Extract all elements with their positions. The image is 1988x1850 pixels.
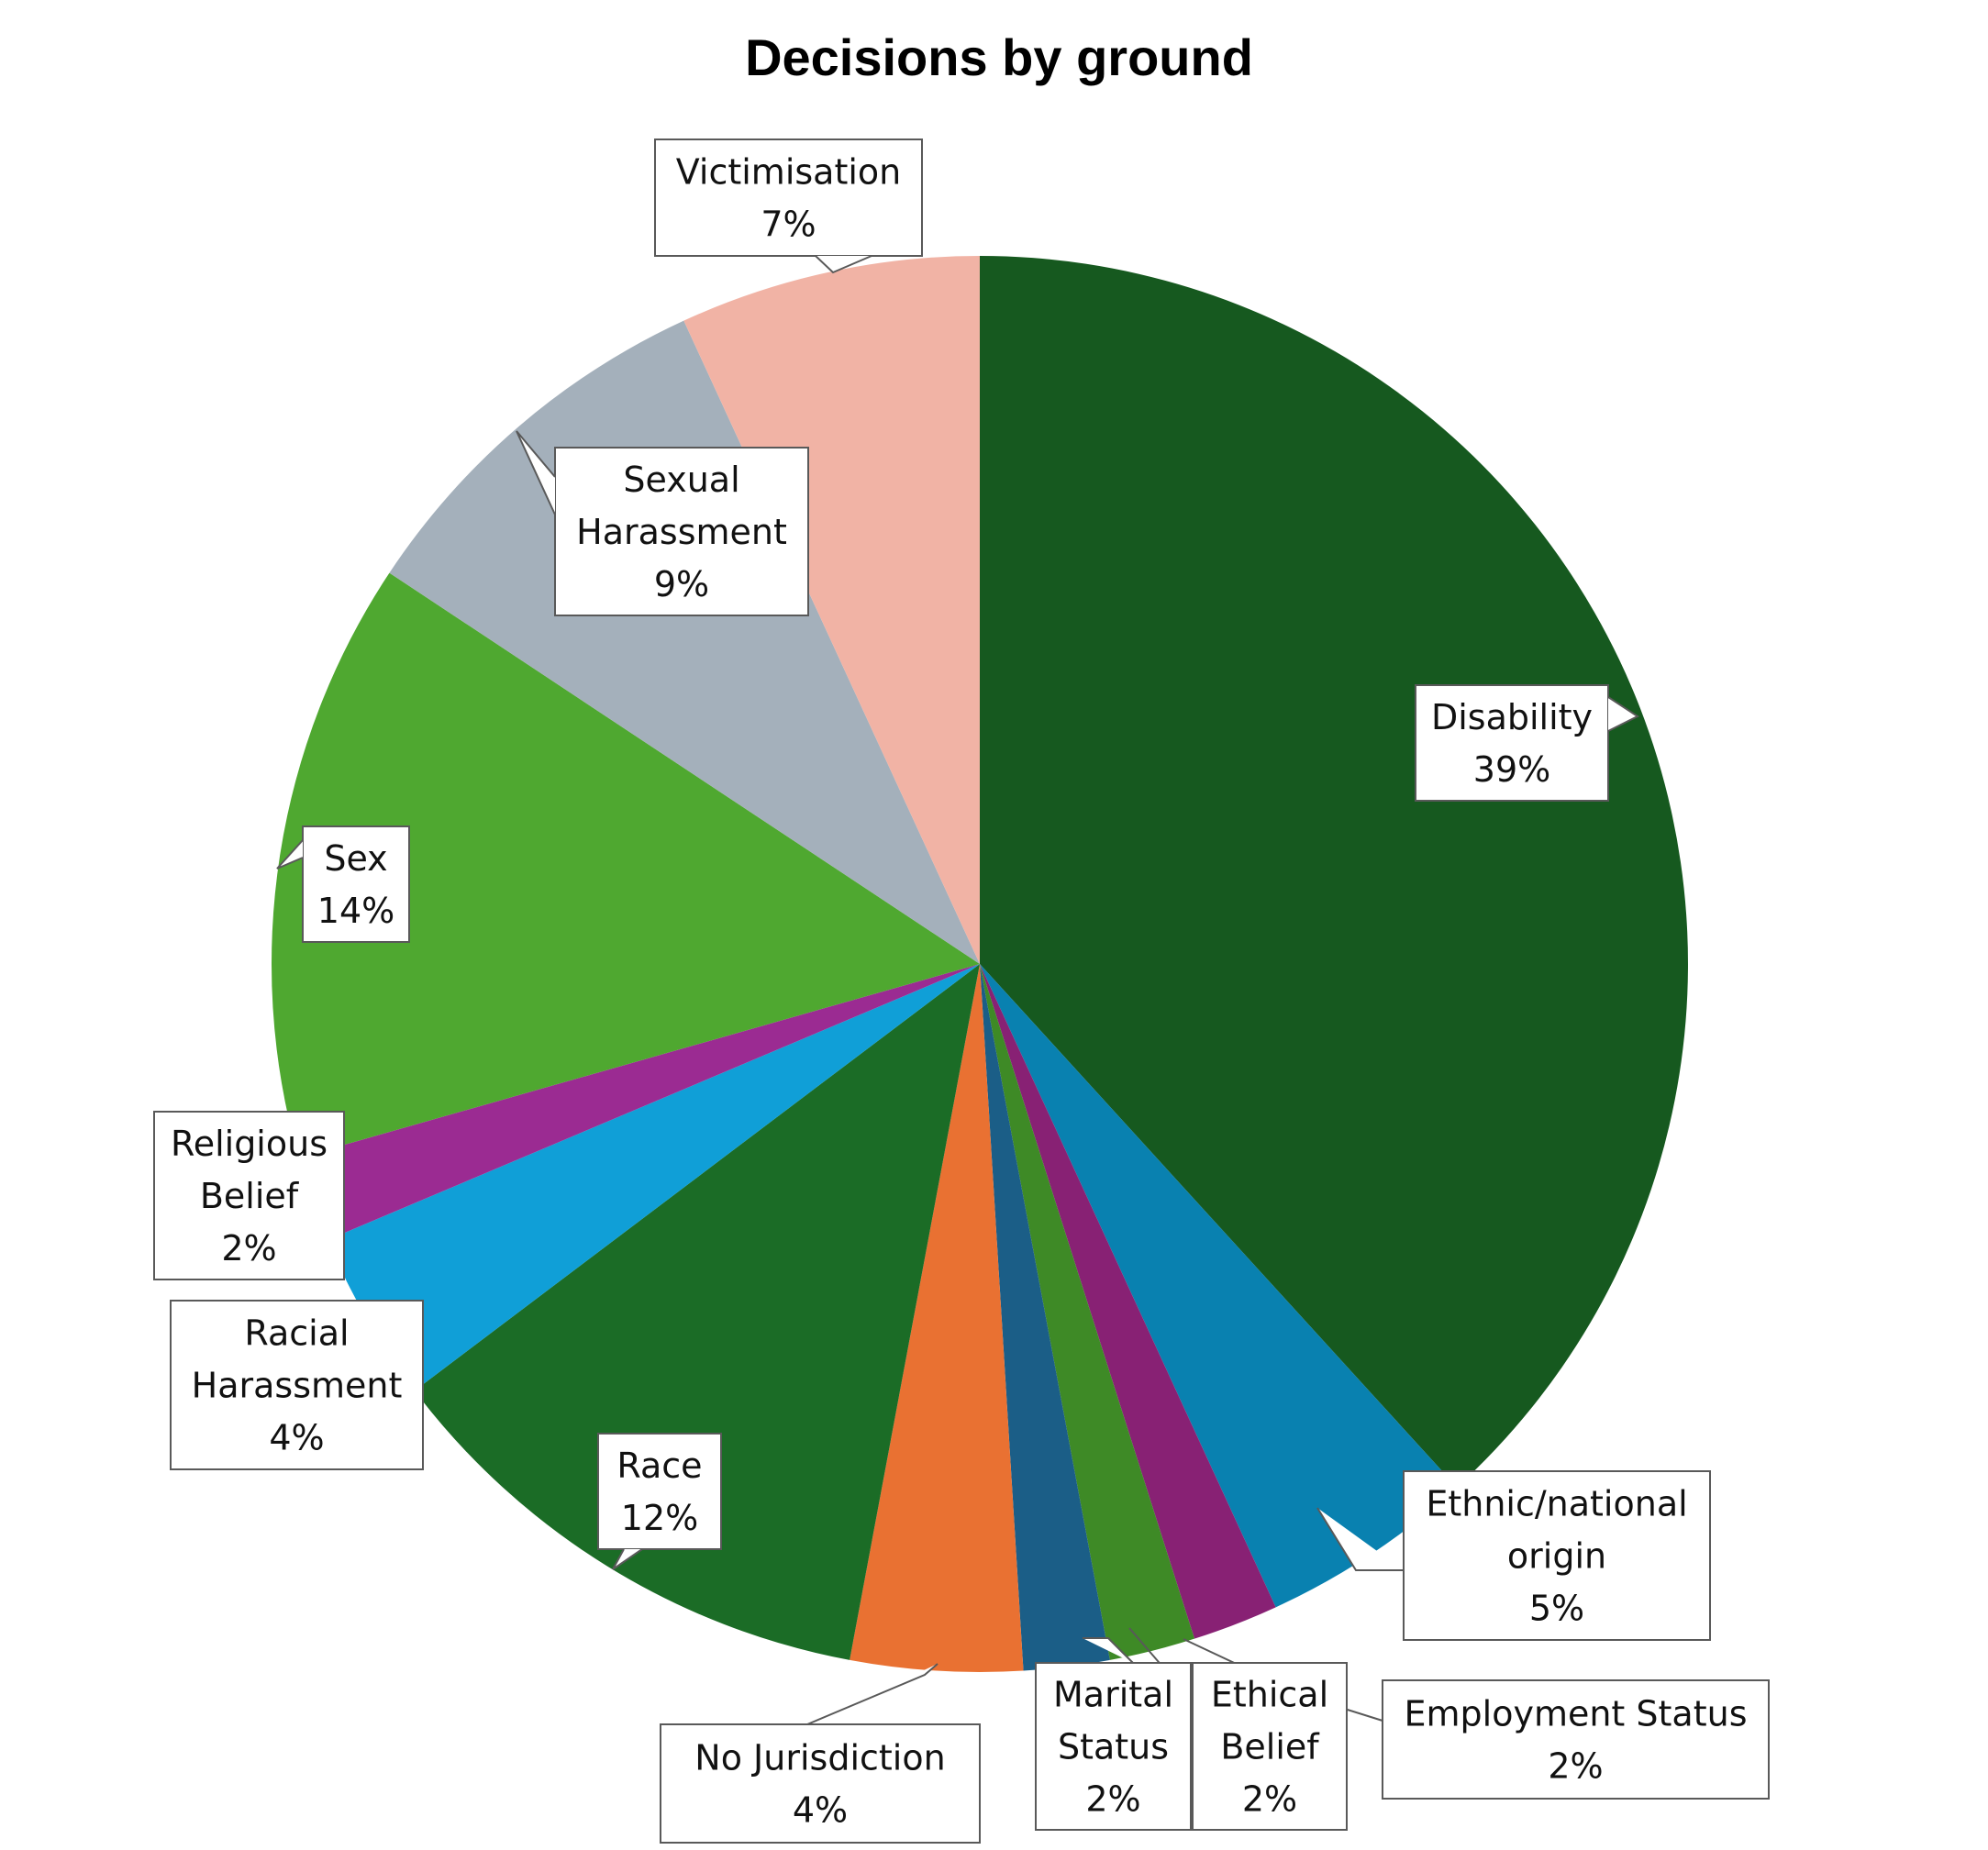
data-label-value: 2%: [1548, 1746, 1603, 1787]
data-label-category: Sexual: [623, 460, 739, 500]
data-label-category: Ethnic/national: [1426, 1484, 1687, 1524]
pie-slices: [271, 256, 1688, 1673]
data-label-value: 39%: [1473, 749, 1550, 790]
data-label-category: Racial: [244, 1313, 349, 1354]
data-label-leader: [1316, 1507, 1404, 1571]
data-label-category: Belief: [1220, 1727, 1320, 1767]
data-label-disability: Disability 39%: [1415, 684, 1640, 802]
data-label-box: [170, 1300, 424, 1470]
pie-slice-ethical-belief: [980, 964, 1195, 1660]
data-label-value: 12%: [621, 1498, 698, 1538]
data-label-category: Disability: [1431, 697, 1593, 737]
data-label-category: Religious: [171, 1124, 328, 1164]
data-label-leader: [815, 255, 872, 274]
data-label-value: 9%: [654, 564, 709, 604]
data-label-category: Employment Status: [1405, 1694, 1748, 1734]
data-label-box: [1035, 1662, 1192, 1831]
data-label-category: Sex: [324, 838, 387, 879]
pie-slice-ethnic-national-origin: [980, 964, 1458, 1608]
data-label-leader: [1083, 1637, 1134, 1664]
pie-slice-employment-status: [980, 964, 1276, 1639]
data-label-religious-belief: Religious Belief 2%: [153, 1111, 345, 1280]
chart-title: Decisions by ground: [745, 28, 1253, 86]
data-label-box: [1192, 1662, 1348, 1831]
data-label-value: 4%: [793, 1790, 848, 1831]
data-label-sexual-harassment: Sexual Harassment 9%: [516, 430, 809, 616]
data-label-value: 5%: [1529, 1589, 1584, 1629]
data-label-leader: [612, 1548, 643, 1570]
data-label-leader: [1607, 696, 1640, 732]
data-label-value: 14%: [317, 891, 394, 931]
pie-slice-sexual-harassment: [389, 320, 981, 964]
pie-slice-no-jurisdiction: [850, 964, 1024, 1673]
data-label-racial-harassment: Racial Harassment 4%: [170, 1300, 424, 1470]
data-label-box: [654, 138, 923, 257]
data-label-category: origin: [1507, 1536, 1606, 1577]
data-label-victimisation: Victimisation 7%: [654, 138, 923, 274]
data-label-ethnic-national-origin: Ethnic/national origin 5%: [1316, 1470, 1711, 1641]
data-label-leader: [516, 430, 556, 515]
data-label-category: Marital: [1053, 1675, 1173, 1715]
data-label-value: 2%: [1242, 1779, 1297, 1820]
data-label-category: Race: [616, 1446, 702, 1486]
data-label-category: No Jurisdiction: [694, 1738, 945, 1778]
data-label-box: [597, 1433, 722, 1550]
data-label-box: [1382, 1679, 1770, 1800]
data-label-category: Belief: [200, 1176, 300, 1216]
data-label-ethical-belief: Ethical Belief 2%: [1128, 1627, 1348, 1831]
pie-slice-race: [414, 964, 980, 1660]
data-label-box: [153, 1111, 345, 1280]
data-label-race: Race 12%: [597, 1433, 722, 1570]
pie-slice-marital-status: [980, 964, 1110, 1671]
pie-slice-racial-harassment: [328, 964, 980, 1391]
data-label-box: [1415, 684, 1609, 802]
data-label-box: [302, 825, 410, 943]
data-label-marital-status: Marital Status 2%: [1035, 1637, 1192, 1831]
data-label-category: Harassment: [576, 512, 787, 552]
data-label-value: 2%: [1085, 1779, 1140, 1820]
data-label-box: [554, 447, 809, 616]
data-label-value: 7%: [761, 205, 816, 245]
data-label-category: Ethical: [1211, 1675, 1328, 1715]
pie-slice-religious-belief: [298, 964, 981, 1240]
data-label-leader: [276, 839, 304, 870]
pie-slice-sex: [271, 572, 980, 1158]
pie-slice-disability: [980, 256, 1688, 1488]
data-label-no-jurisdiction: No Jurisdiction 4%: [660, 1663, 981, 1844]
data-labels: Disability 39% Ethnic/national origin 5% Empl…: [153, 138, 1770, 1844]
data-label-category: Status: [1058, 1727, 1169, 1767]
data-label-box: [1403, 1470, 1711, 1641]
data-label-value: 2%: [221, 1228, 276, 1268]
data-label-category: Victimisation: [676, 152, 902, 193]
data-label-leader: [806, 1663, 938, 1725]
data-label-value: 4%: [269, 1418, 324, 1458]
pie-slice-victimisation: [683, 256, 980, 964]
data-label-sex: Sex 14%: [276, 825, 410, 943]
data-label-box: [660, 1723, 981, 1844]
data-label-category: Harassment: [192, 1366, 403, 1406]
